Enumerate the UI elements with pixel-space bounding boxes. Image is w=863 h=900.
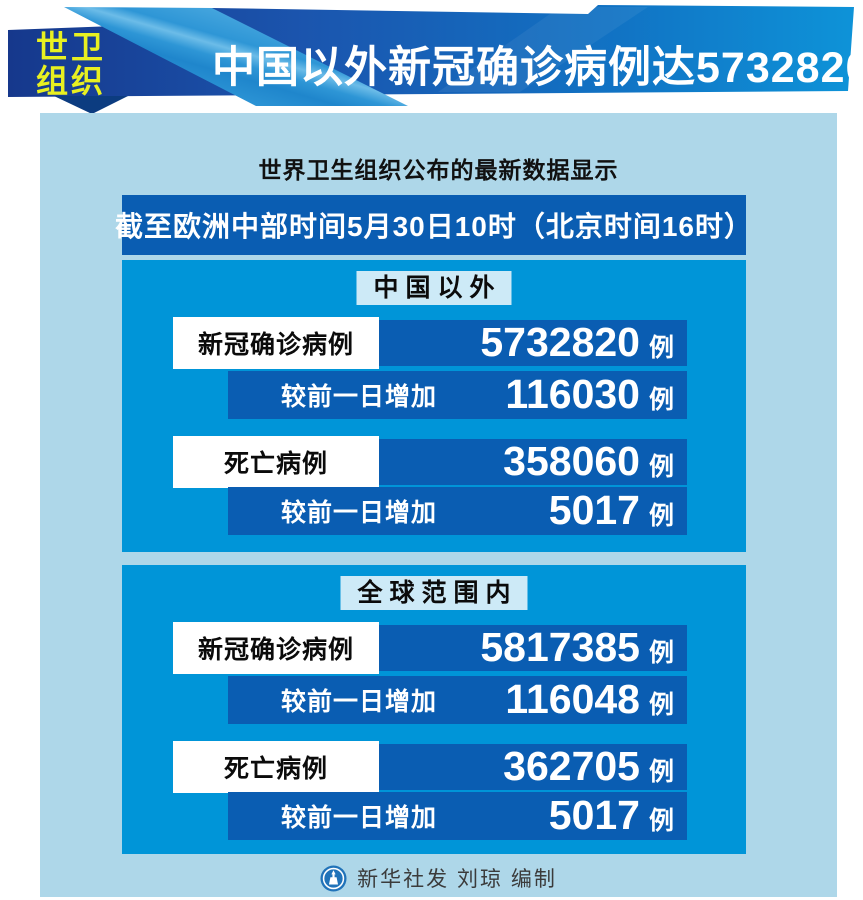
stat-number: 5732820 bbox=[480, 319, 640, 365]
stat-row-deaths: 358060 例 死亡病例 bbox=[173, 436, 687, 488]
stat-unit: 例 bbox=[648, 334, 674, 362]
stat-label-box: 死亡病例 bbox=[173, 436, 379, 488]
stat-value: 5732820 例 bbox=[480, 322, 674, 364]
stat-number: 116030 bbox=[505, 371, 640, 417]
stat-label: 较前一日增加 bbox=[280, 804, 437, 832]
section-title: 中国以外 bbox=[373, 274, 502, 302]
stat-row-confirmed: 5817385 例 新冠确诊病例 bbox=[173, 622, 687, 674]
footer-credit-row: 新华社发 刘琼 编制 bbox=[40, 863, 837, 893]
xinhua-logo-icon bbox=[320, 864, 347, 892]
page-title: 中国以外新冠确诊病例达5732820例 bbox=[212, 44, 863, 92]
value-band: 较前一日增加 5017 例 bbox=[228, 792, 687, 840]
stat-number: 5017 bbox=[548, 487, 640, 533]
stat-label-box: 死亡病例 bbox=[173, 741, 379, 793]
stat-number: 362705 bbox=[503, 743, 640, 789]
stat-number: 116048 bbox=[505, 676, 640, 722]
credit-text: 新华社发 刘琼 编制 bbox=[357, 868, 557, 891]
stat-label-box: 新冠确诊病例 bbox=[173, 317, 379, 369]
stat-label: 较前一日增加 bbox=[280, 688, 437, 716]
stat-row-confirmed-increase: 较前一日增加 116030 例 bbox=[228, 371, 687, 419]
stat-value: 5017 例 bbox=[549, 490, 674, 532]
stat-unit: 例 bbox=[648, 453, 674, 481]
time-note-bar: 截至欧洲中部时间5月30日10时（北京时间16时） bbox=[115, 195, 752, 255]
stat-row-deaths-increase: 较前一日增加 5017 例 bbox=[228, 487, 687, 535]
stat-number: 358060 bbox=[503, 438, 640, 484]
stat-unit: 例 bbox=[648, 807, 674, 835]
stat-row-deaths: 362705 例 死亡病例 bbox=[173, 741, 687, 793]
stat-value: 116048 例 bbox=[505, 679, 674, 721]
value-band: 较前一日增加 116030 例 bbox=[228, 371, 687, 419]
stat-value: 358060 例 bbox=[503, 441, 674, 483]
stat-unit: 例 bbox=[648, 691, 674, 719]
stat-number: 5017 bbox=[548, 792, 640, 838]
stat-unit: 例 bbox=[648, 639, 674, 667]
stat-row-confirmed-increase: 较前一日增加 116048 例 bbox=[228, 676, 687, 724]
stat-label: 死亡病例 bbox=[223, 450, 328, 478]
stat-value: 362705 例 bbox=[503, 746, 674, 788]
banner-ribbon-graphic bbox=[8, 5, 854, 114]
section-outside-china: 中国以外 5732820 例 新冠确诊病例 较前一日增加 116030 bbox=[122, 260, 746, 552]
stat-unit: 例 bbox=[648, 758, 674, 786]
intro-text: 世界卫生组织公布的最新数据显示 bbox=[258, 157, 619, 183]
stat-value: 5017 例 bbox=[549, 795, 674, 837]
section-title-chip: 中国以外 bbox=[356, 271, 512, 305]
value-band: 较前一日增加 5017 例 bbox=[228, 487, 687, 535]
stat-unit: 例 bbox=[648, 386, 674, 414]
stat-label: 较前一日增加 bbox=[280, 499, 437, 527]
stat-value: 116030 例 bbox=[505, 374, 674, 416]
section-title: 全球范围内 bbox=[357, 579, 518, 607]
section-title-chip: 全球范围内 bbox=[340, 576, 528, 610]
stat-label: 新冠确诊病例 bbox=[197, 636, 354, 664]
stat-row-confirmed: 5732820 例 新冠确诊病例 bbox=[173, 317, 687, 369]
stat-row-deaths-increase: 较前一日增加 5017 例 bbox=[228, 792, 687, 840]
stat-label: 较前一日增加 bbox=[280, 383, 437, 411]
stat-value: 5817385 例 bbox=[480, 627, 674, 669]
content-panel: 世界卫生组织公布的最新数据显示 截至欧洲中部时间5月30日10时（北京时间16时… bbox=[40, 113, 837, 897]
value-band: 较前一日增加 116048 例 bbox=[228, 676, 687, 724]
stat-unit: 例 bbox=[648, 502, 674, 530]
stat-number: 5817385 bbox=[480, 624, 640, 670]
stat-label: 新冠确诊病例 bbox=[197, 331, 354, 359]
who-org-label: 世卫 组织 bbox=[36, 29, 107, 99]
section-worldwide: 全球范围内 5817385 例 新冠确诊病例 较前一日增加 116048 bbox=[122, 565, 746, 854]
stat-label: 死亡病例 bbox=[223, 755, 328, 783]
stat-label-box: 新冠确诊病例 bbox=[173, 622, 379, 674]
